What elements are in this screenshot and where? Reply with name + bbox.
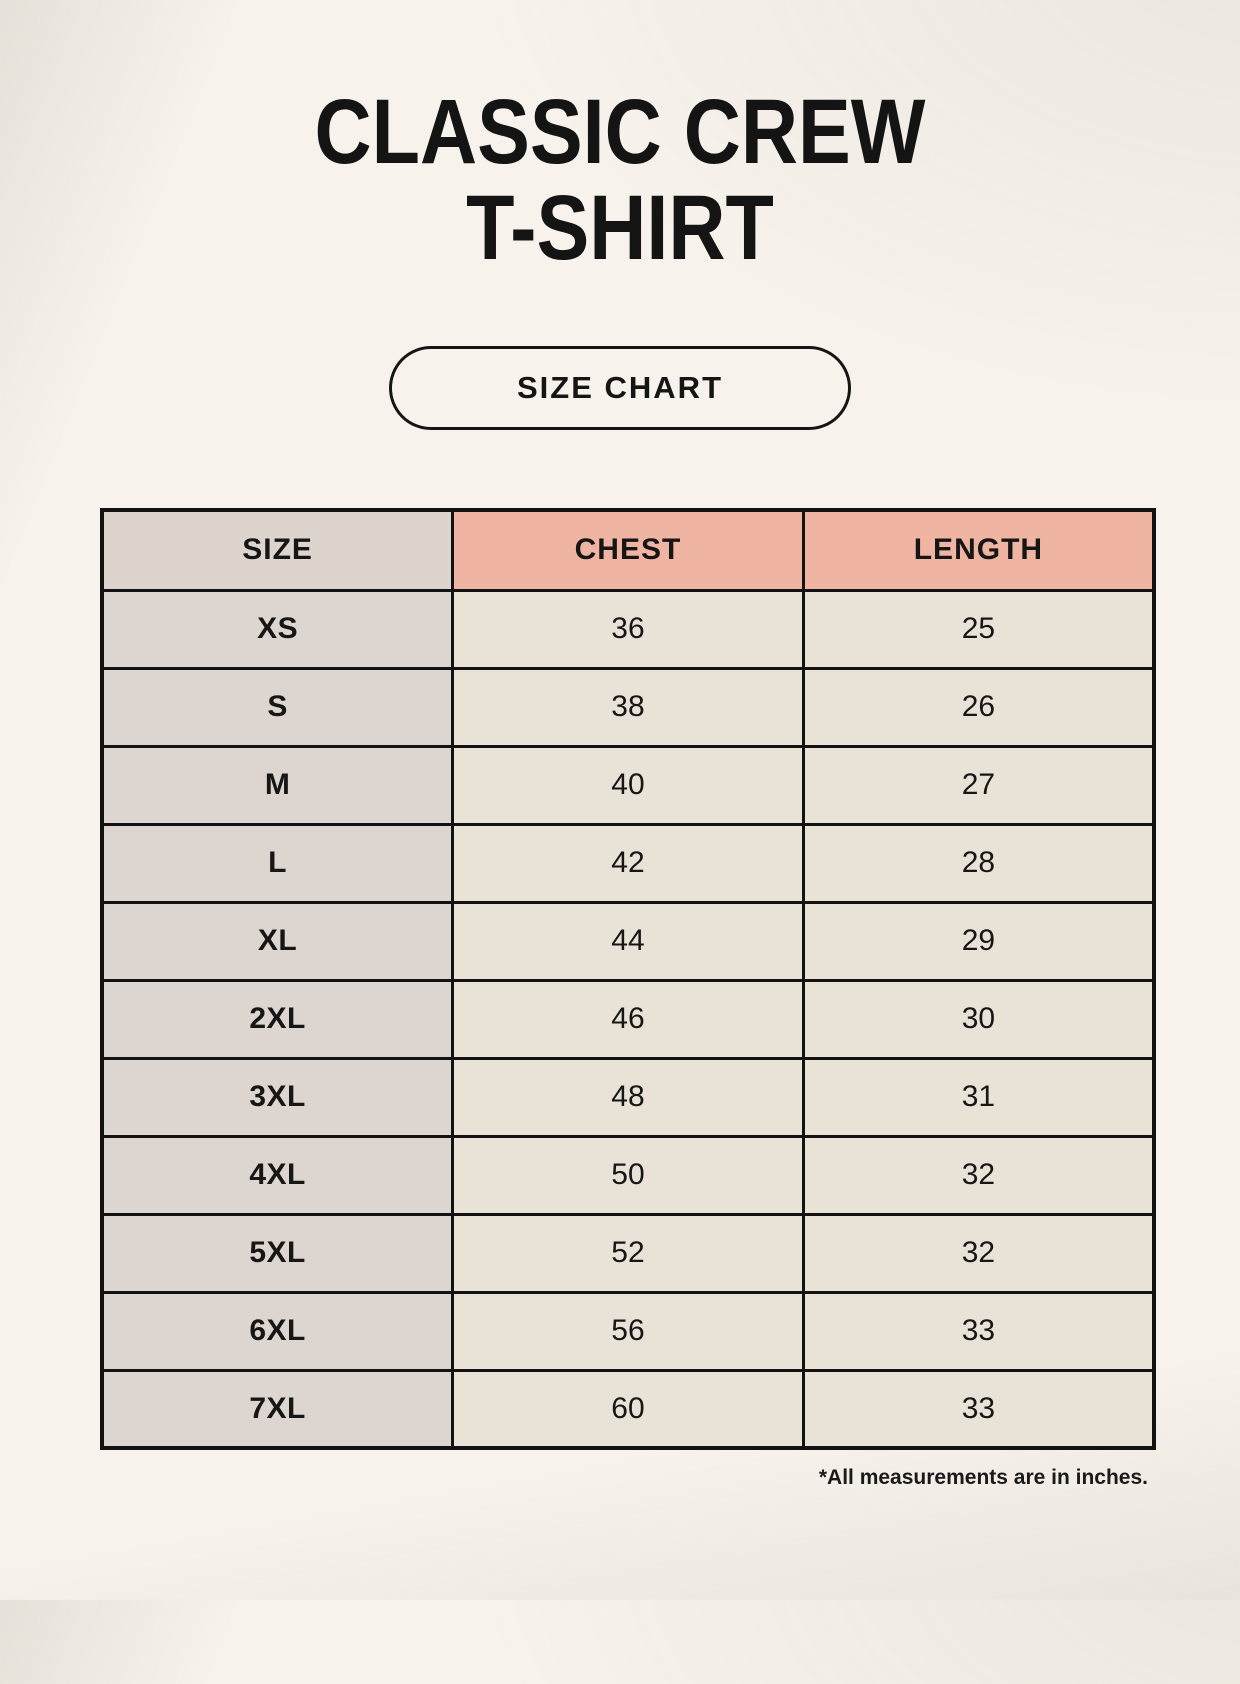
column-header-size: SIZE — [100, 508, 455, 592]
cell-chest: 46 — [451, 978, 805, 1060]
cell-length: 29 — [801, 900, 1156, 982]
cell-chest: 56 — [451, 1290, 805, 1372]
table-row: 3XL 48 31 — [100, 1056, 1156, 1138]
cell-length: 28 — [801, 822, 1156, 904]
cell-length: 26 — [801, 666, 1156, 748]
cell-chest: 60 — [451, 1368, 805, 1450]
table-row: 7XL 60 33 — [100, 1368, 1156, 1450]
cell-chest: 48 — [451, 1056, 805, 1138]
table-row: XS 36 25 — [100, 588, 1156, 670]
table-row: 6XL 56 33 — [100, 1290, 1156, 1372]
cell-size: 6XL — [100, 1290, 455, 1372]
cell-chest: 40 — [451, 744, 805, 826]
size-chart-button-label: SIZE CHART — [517, 370, 723, 405]
cell-length: 30 — [801, 978, 1156, 1060]
cell-size: 4XL — [100, 1134, 455, 1216]
cell-chest: 42 — [451, 822, 805, 904]
cell-length: 32 — [801, 1212, 1156, 1294]
cell-length: 33 — [801, 1368, 1156, 1450]
cell-size: S — [100, 666, 455, 748]
cell-chest: 52 — [451, 1212, 805, 1294]
size-table: SIZE CHEST LENGTH XS 36 25 S 38 26 M 40 27 L 42 28 X… — [100, 508, 1156, 1450]
size-table-header: SIZE CHEST LENGTH — [100, 508, 1156, 592]
size-chart-section: SIZE CHEST LENGTH XS 36 25 S 38 26 M 40 27 L 42 28 X… — [0, 508, 1240, 1490]
table-row: 5XL 52 32 — [100, 1212, 1156, 1294]
measurements-footnote: *All measurements are in inches. — [818, 1466, 1148, 1489]
cell-length: 25 — [801, 588, 1156, 670]
cell-chest: 38 — [451, 666, 805, 748]
cell-size: L — [100, 822, 455, 904]
size-table-container: SIZE CHEST LENGTH XS 36 25 S 38 26 M 40 27 L 42 28 X… — [100, 508, 1156, 1450]
table-row: S 38 26 — [100, 666, 1156, 748]
table-row: L 42 28 — [100, 822, 1156, 904]
page-title-line-1: CLASSIC CREW — [314, 81, 926, 183]
size-chart-button[interactable]: SIZE CHART — [389, 346, 851, 430]
page-title: CLASSIC CREW T-SHIRT — [87, 84, 1153, 276]
cell-size: XL — [100, 900, 455, 982]
cell-chest: 50 — [451, 1134, 805, 1216]
cell-size: M — [100, 744, 455, 826]
cell-chest: 36 — [451, 588, 805, 670]
cell-size: 5XL — [100, 1212, 455, 1294]
size-table-body: XS 36 25 S 38 26 M 40 27 L 42 28 XL 44 29 2XL 46 30 3XL 48 3… — [100, 588, 1156, 1450]
cell-size: 2XL — [100, 978, 455, 1060]
cell-size: XS — [100, 588, 455, 670]
table-row: 2XL 46 30 — [100, 978, 1156, 1060]
table-row: 4XL 50 32 — [100, 1134, 1156, 1216]
page-header: CLASSIC CREW T-SHIRT SIZE CHART — [0, 84, 1240, 430]
column-header-length: LENGTH — [801, 508, 1156, 592]
table-row: M 40 27 — [100, 744, 1156, 826]
cell-size: 7XL — [100, 1368, 455, 1450]
column-header-chest: CHEST — [451, 508, 805, 592]
cell-length: 27 — [801, 744, 1156, 826]
table-row: XL 44 29 — [100, 900, 1156, 982]
header-row: SIZE CHEST LENGTH — [100, 508, 1156, 592]
cell-length: 31 — [801, 1056, 1156, 1138]
cell-length: 32 — [801, 1134, 1156, 1216]
cell-length: 33 — [801, 1290, 1156, 1372]
cell-chest: 44 — [451, 900, 805, 982]
cell-size: 3XL — [100, 1056, 455, 1138]
page-title-line-2: T-SHIRT — [466, 177, 774, 279]
